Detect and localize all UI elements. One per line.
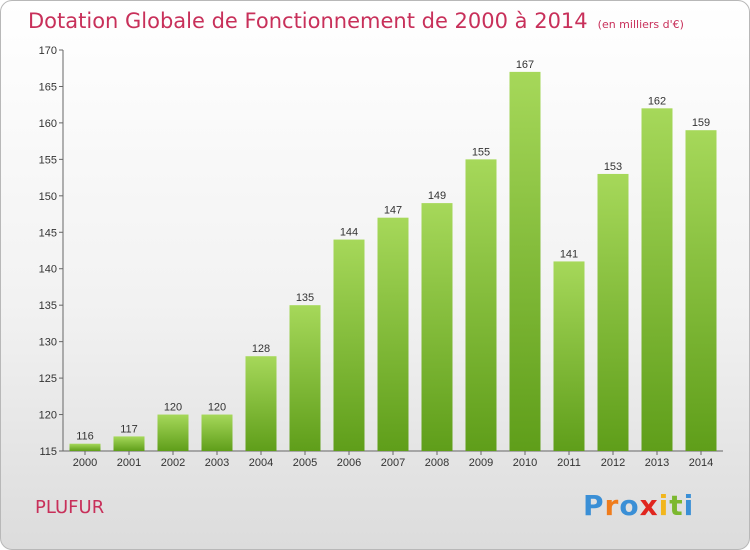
bar [113,436,145,451]
y-tick-label: 170 [39,45,57,57]
x-tick-label: 2005 [293,457,317,469]
bar [69,443,101,451]
bar [597,173,629,452]
bar [465,159,497,451]
x-tick-label: 2014 [689,457,713,469]
bar [245,356,277,451]
bar-value-label: 155 [472,146,490,158]
bar [377,217,409,451]
chart-title-text: Dotation Globale de Fonctionnement de 20… [28,9,588,33]
x-tick-label: 2002 [161,457,185,469]
bar-value-label: 141 [560,248,578,260]
y-tick-label: 145 [39,227,57,239]
y-tick-label: 155 [39,154,57,166]
y-tick-label: 115 [39,446,57,458]
proxiti-logo: Proxiti [583,489,695,522]
commune-name: PLUFUR [35,497,105,518]
y-tick-label: 140 [39,264,57,276]
bar [685,130,717,451]
bar [509,71,541,451]
x-tick-label: 2009 [469,457,493,469]
x-tick-label: 2010 [513,457,537,469]
x-tick-label: 2004 [249,457,273,469]
x-tick-label: 2011 [557,457,581,469]
bar-value-label: 162 [648,95,666,107]
bar [289,305,321,451]
y-tick-label: 120 [39,410,57,422]
bar-value-label: 117 [120,423,138,435]
bar-value-label: 153 [604,161,622,173]
chart-bars: 116 117 120 120 128 135 144 147 149 155 167 141 153 1… [69,59,717,452]
bar-value-label: 144 [340,227,358,239]
bar [553,261,585,451]
y-tick-label: 130 [39,337,57,349]
y-tick-label: 165 [39,81,57,93]
bar-value-label: 147 [384,205,402,217]
chart-unit-label: (en milliers d'€) [597,18,684,31]
bar-value-label: 135 [296,292,314,304]
x-tick-label: 2003 [205,457,229,469]
bar [157,414,189,451]
x-tick-label: 2013 [645,457,669,469]
bar-value-label: 149 [428,190,446,202]
chart-title: Dotation Globale de Fonctionnement de 20… [28,9,684,33]
bar-value-label: 116 [76,431,94,443]
x-tick-label: 2006 [337,457,361,469]
y-tick-label: 150 [39,191,57,203]
bar-value-label: 128 [252,343,270,355]
bar [333,239,365,451]
y-tick-label: 135 [39,300,57,312]
chart-axes: 115 120 125 130 135 140 145 150 155 160 165 170 2000… [39,45,723,469]
bar-value-label: 120 [208,402,226,414]
bar [201,414,233,451]
x-tick-label: 2007 [381,457,405,469]
x-tick-label: 2000 [73,457,97,469]
x-tick-label: 2012 [601,457,625,469]
bar-value-label: 167 [516,59,534,71]
x-tick-label: 2001 [117,457,141,469]
bar-value-label: 159 [692,117,710,129]
bar [421,203,453,451]
bar-value-label: 120 [164,402,182,414]
x-tick-label: 2008 [425,457,449,469]
y-tick-label: 125 [39,373,57,385]
y-tick-label: 160 [39,118,57,130]
bar [641,108,673,451]
